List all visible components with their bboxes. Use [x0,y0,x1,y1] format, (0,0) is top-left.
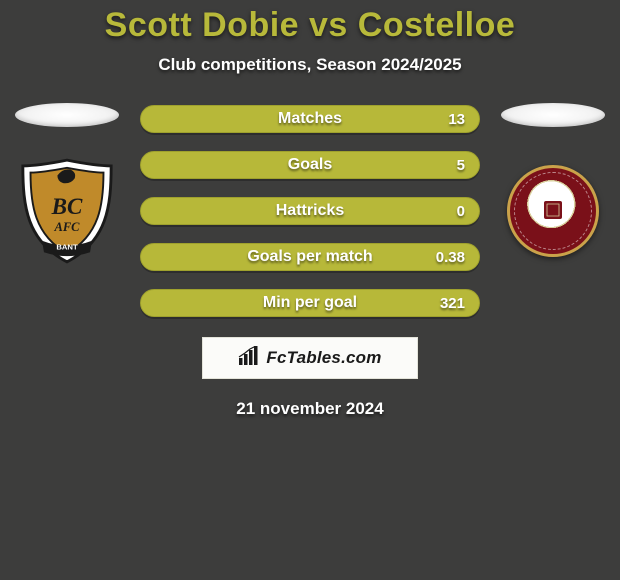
stat-value: 5 [457,157,479,174]
footer-date: 21 november 2024 [0,399,620,419]
right-column [498,103,608,265]
stat-row-min-per-goal: Min per goal 321 [140,289,480,317]
shield-afc: AFC [54,220,81,234]
brand-text: FcTables.com [266,348,381,368]
stat-value: 321 [440,295,479,312]
stat-label: Min per goal [141,294,479,312]
crest-center [538,195,568,228]
left-player-oval [15,103,119,127]
stat-value: 0 [457,203,479,220]
left-club-badge: BC AFC BANT [17,157,117,265]
crest-icon [507,165,599,257]
shield-icon: BC AFC BANT [19,158,115,264]
shield-initials: BC [51,193,83,219]
right-player-oval [501,103,605,127]
stat-label: Matches [141,110,479,128]
brand-link[interactable]: FcTables.com [202,337,418,379]
shield-banner-text: BANT [56,242,78,251]
stat-value: 0.38 [436,249,479,266]
stat-label: Goals [141,156,479,174]
bar-chart-icon [238,346,260,371]
comparison-body: BC AFC BANT Matches 13 Goals 5 Hattricks… [0,103,620,317]
stats-list: Matches 13 Goals 5 Hattricks 0 Goals per… [140,103,480,317]
right-club-badge [503,157,603,265]
stat-row-hattricks: Hattricks 0 [140,197,480,225]
stat-value: 13 [448,111,479,128]
comparison-card: Scott Dobie vs Costelloe Club competitio… [0,0,620,419]
left-column: BC AFC BANT [12,103,122,265]
page-title: Scott Dobie vs Costelloe [0,6,620,45]
stat-label: Goals per match [141,248,479,266]
stat-row-goals-per-match: Goals per match 0.38 [140,243,480,271]
stat-row-matches: Matches 13 [140,105,480,133]
stat-row-goals: Goals 5 [140,151,480,179]
page-subtitle: Club competitions, Season 2024/2025 [0,55,620,75]
stat-label: Hattricks [141,202,479,220]
